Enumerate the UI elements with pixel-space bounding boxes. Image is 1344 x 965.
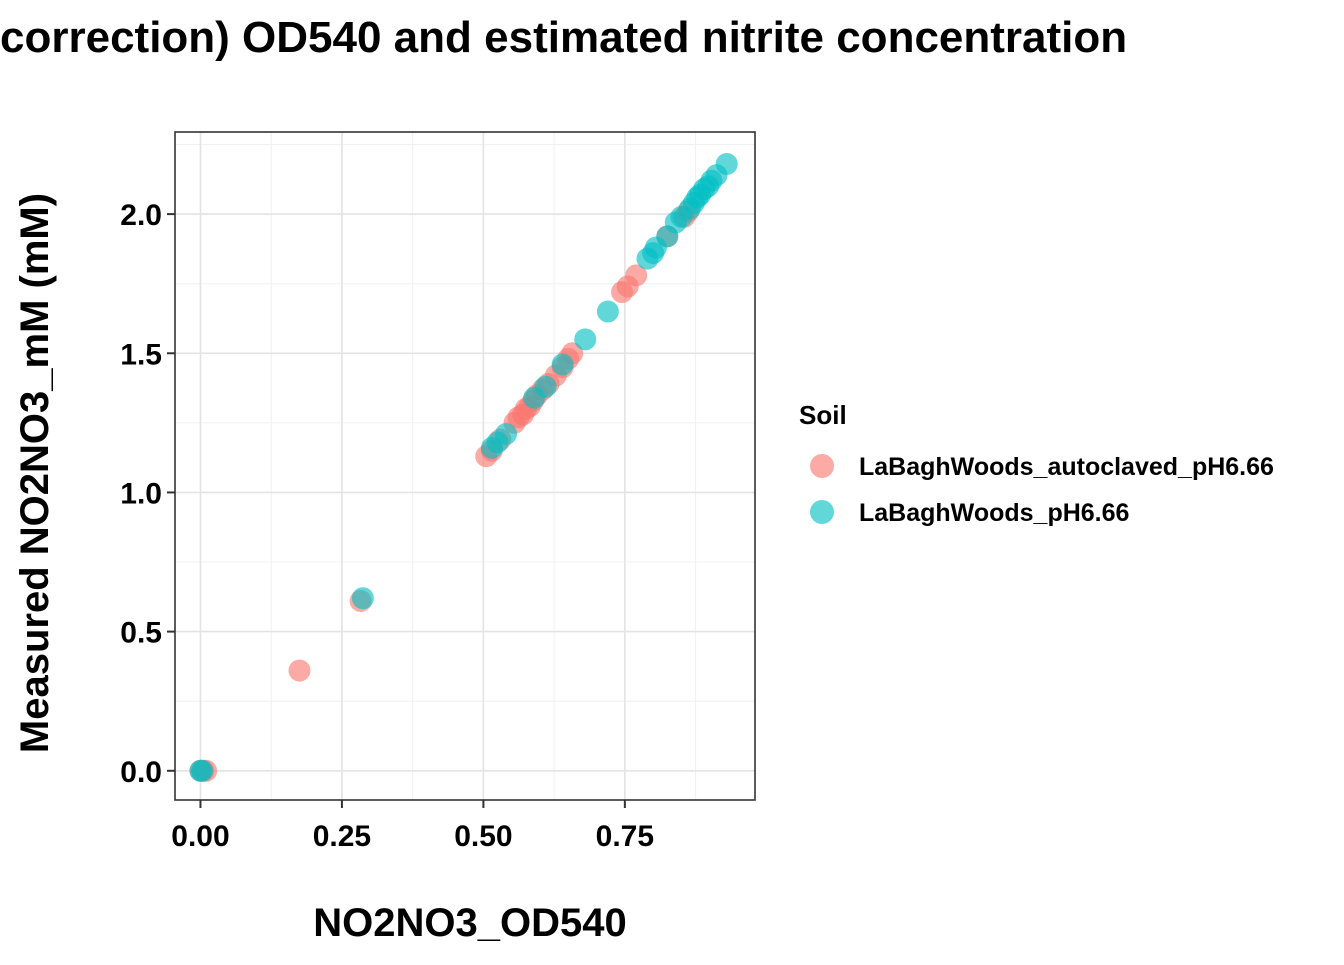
grid-layer [175,132,755,800]
legend-key-series-1 [810,500,834,524]
data-point-series-1 [191,759,214,782]
x-tick-label: 0.00 [171,820,229,853]
x-tick-label: 0.75 [596,820,654,853]
data-point-series-1 [574,328,597,351]
data-point-series-1 [534,375,557,398]
legend-label-series-0: LaBaghWoods_autoclaved_pH6.66 [859,453,1274,481]
y-tick-label: 0.5 [120,617,162,650]
y-tick-label: 1.0 [120,477,162,510]
point-layer [189,153,738,782]
tick-layer: 0.00 0.25 0.50 0.75 0.0 0.5 1.0 1.5 2.0 [120,199,654,853]
data-point-series-1 [715,153,738,176]
legend-key-series-0 [810,454,834,478]
x-tick-label: 0.25 [313,820,371,853]
data-point-series-0 [625,264,648,287]
legend-label-series-1: LaBaghWoods_pH6.66 [859,499,1129,527]
data-point-series-1 [551,353,574,376]
data-point-series-0 [288,659,311,682]
plot-panel-border [174,131,756,801]
x-tick-label: 0.50 [454,820,512,853]
y-tick-label: 1.5 [120,338,162,371]
legend-title: Soil [799,400,847,430]
data-point-series-1 [495,422,518,445]
y-tick-label: 2.0 [120,199,162,232]
data-point-series-1 [596,300,619,323]
y-axis-title: Measured NO2NO3_mM (mM) [13,193,57,753]
chart-title: correction) OD540 and estimated nitrite … [0,13,1127,62]
data-point-series-1 [351,587,374,610]
legend: Soil LaBaghWoods_autoclaved_pH6.66LaBagh… [799,400,1274,527]
legend-items: LaBaghWoods_autoclaved_pH6.66 LaBaghWoods… [810,453,1274,527]
x-axis-title: NO2NO3_OD540 [313,901,626,945]
y-tick-label: 0.0 [120,756,162,789]
